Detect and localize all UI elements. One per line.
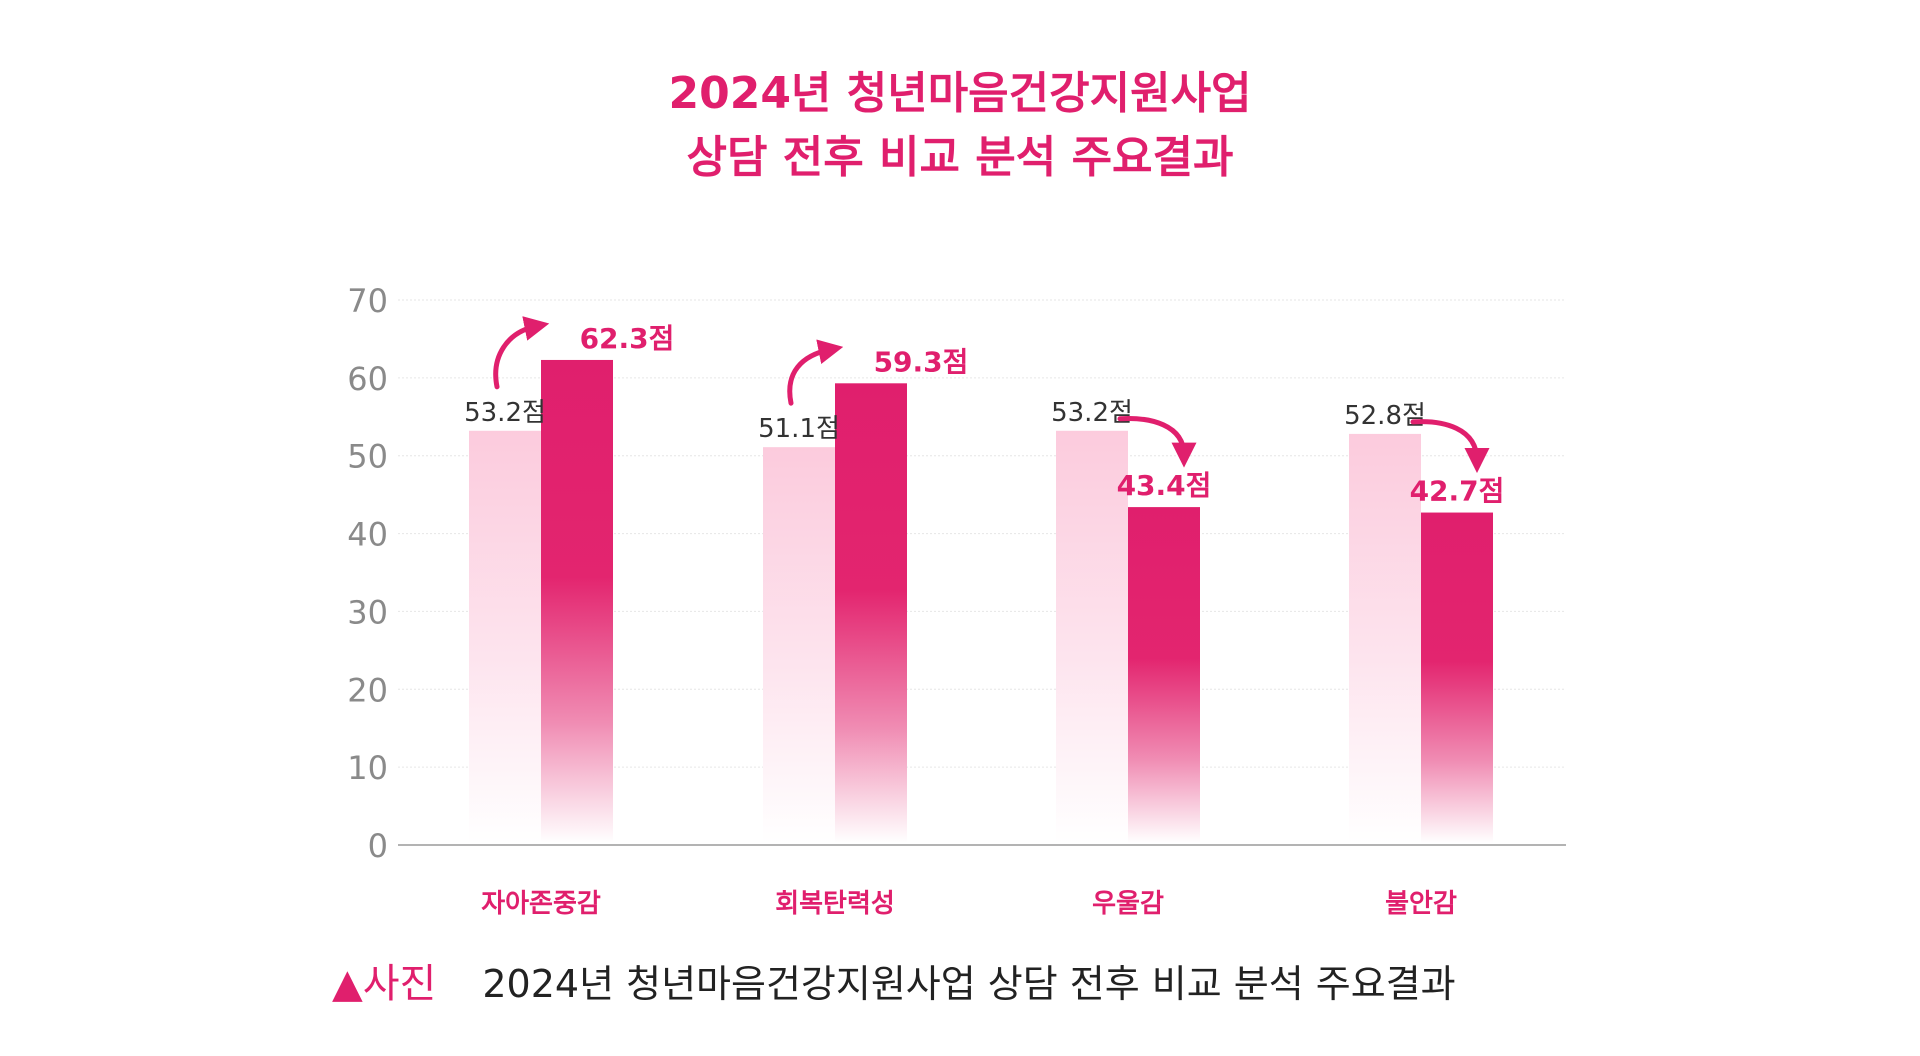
data-label-after: 43.4점 bbox=[1117, 469, 1212, 502]
x-category-label: 불안감 bbox=[1385, 889, 1457, 919]
increase-arrow-icon bbox=[787, 339, 844, 406]
photo-caption: ▲사진 2024년 청년마음건강지원사업 상담 전후 비교 분석 주요결과 bbox=[332, 950, 1456, 1010]
increase-arrow-icon bbox=[493, 316, 550, 390]
x-category-label: 회복탄력성 bbox=[775, 889, 895, 919]
data-label-after: 42.7점 bbox=[1410, 475, 1505, 508]
caption-text: 2024년 청년마음건강지원사업 상담 전후 비교 분석 주요결과 bbox=[482, 961, 1456, 1006]
caption-tag: ▲사진 bbox=[332, 961, 437, 1007]
bar-before bbox=[469, 430, 541, 843]
y-tick-label: 40 bbox=[347, 516, 388, 554]
bar-after bbox=[541, 359, 613, 843]
data-label-after: 62.3점 bbox=[580, 322, 675, 355]
data-label-after: 59.3점 bbox=[874, 345, 969, 378]
chart-title: 2024년 청년마음건강지원사업 상담 전후 비교 분석 주요결과 bbox=[0, 62, 1920, 190]
y-tick-label: 0 bbox=[368, 827, 388, 865]
y-tick-label: 50 bbox=[347, 438, 388, 476]
data-label-before: 51.1점 bbox=[758, 414, 840, 444]
data-label-before: 53.2점 bbox=[1051, 398, 1133, 428]
x-category-label: 자아존중감 bbox=[481, 889, 601, 919]
chart-title-line-2: 상담 전후 비교 분석 주요결과 bbox=[686, 132, 1234, 183]
x-category-label: 우울감 bbox=[1092, 889, 1164, 919]
bar-after bbox=[835, 383, 907, 843]
data-label-before: 52.8점 bbox=[1344, 401, 1426, 431]
y-tick-label: 20 bbox=[347, 671, 388, 709]
bar-after bbox=[1128, 507, 1200, 843]
y-tick-label: 10 bbox=[347, 749, 388, 787]
decrease-arrow-icon bbox=[1117, 416, 1197, 468]
bar-after bbox=[1421, 512, 1493, 843]
y-tick-label: 30 bbox=[347, 593, 388, 631]
decrease-arrow-icon bbox=[1410, 419, 1490, 474]
chart-title-line-1: 2024년 청년마음건강지원사업 bbox=[668, 68, 1252, 119]
bar-before bbox=[1349, 433, 1421, 843]
y-tick-label: 60 bbox=[347, 360, 388, 398]
y-tick-label: 70 bbox=[347, 282, 388, 320]
data-label-before: 53.2점 bbox=[464, 398, 546, 428]
bar-before bbox=[1056, 430, 1128, 843]
bar-before bbox=[763, 447, 835, 843]
